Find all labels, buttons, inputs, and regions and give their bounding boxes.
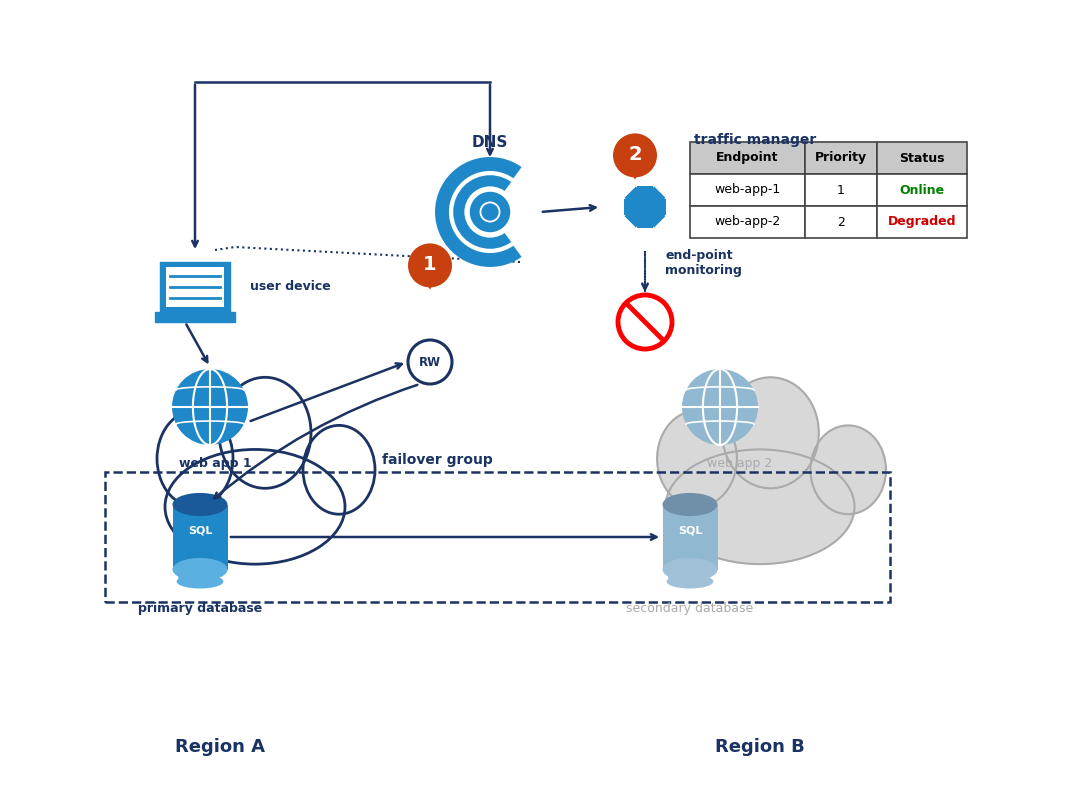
- Bar: [663, 504, 717, 569]
- Ellipse shape: [157, 411, 233, 507]
- Text: 2: 2: [837, 216, 845, 229]
- Bar: [806, 174, 877, 206]
- Text: Priority: Priority: [815, 152, 867, 164]
- Ellipse shape: [303, 425, 375, 514]
- Bar: [690, 142, 806, 174]
- Ellipse shape: [667, 574, 713, 589]
- Text: RW: RW: [419, 355, 441, 368]
- Text: primary database: primary database: [137, 602, 262, 615]
- Text: end-point
monitoring: end-point monitoring: [665, 249, 742, 277]
- Text: DNS: DNS: [472, 135, 508, 150]
- Text: SQL: SQL: [187, 525, 213, 536]
- Ellipse shape: [668, 572, 695, 584]
- Ellipse shape: [663, 493, 717, 516]
- Bar: [877, 142, 967, 174]
- Text: 2: 2: [628, 145, 642, 164]
- Bar: [155, 312, 235, 322]
- Text: user device: user device: [250, 281, 330, 294]
- Bar: [806, 206, 877, 238]
- Ellipse shape: [219, 377, 311, 488]
- Bar: [690, 174, 806, 206]
- Bar: [166, 267, 225, 307]
- Ellipse shape: [172, 558, 228, 581]
- Text: 1: 1: [837, 184, 845, 196]
- Ellipse shape: [723, 377, 819, 488]
- Text: traffic manager: traffic manager: [694, 133, 816, 147]
- Text: web app 2: web app 2: [707, 457, 773, 470]
- Text: secondary database: secondary database: [627, 602, 753, 615]
- Circle shape: [682, 369, 758, 445]
- Text: Region A: Region A: [175, 738, 265, 756]
- Text: web-app-1: web-app-1: [714, 184, 780, 196]
- Text: Region B: Region B: [715, 738, 804, 756]
- Polygon shape: [625, 187, 666, 228]
- Text: Status: Status: [899, 152, 945, 164]
- Polygon shape: [415, 265, 445, 290]
- Polygon shape: [637, 186, 653, 228]
- Circle shape: [408, 243, 452, 287]
- Ellipse shape: [666, 449, 855, 564]
- Text: Endpoint: Endpoint: [716, 152, 778, 164]
- Text: Online: Online: [899, 184, 945, 196]
- Ellipse shape: [172, 493, 228, 516]
- Bar: [160, 262, 230, 312]
- Circle shape: [618, 295, 673, 349]
- Text: SQL: SQL: [678, 525, 702, 536]
- Circle shape: [482, 204, 498, 221]
- Circle shape: [172, 369, 249, 445]
- Bar: [877, 174, 967, 206]
- Text: web-app-2: web-app-2: [714, 216, 780, 229]
- Text: 1: 1: [423, 255, 437, 273]
- Ellipse shape: [177, 574, 223, 589]
- Bar: [172, 504, 228, 569]
- Polygon shape: [623, 199, 666, 215]
- Circle shape: [408, 340, 452, 384]
- Text: failover group: failover group: [383, 453, 493, 467]
- Bar: [690, 206, 806, 238]
- Circle shape: [613, 133, 657, 177]
- Ellipse shape: [810, 425, 886, 514]
- Ellipse shape: [663, 558, 717, 581]
- Ellipse shape: [179, 572, 206, 584]
- Polygon shape: [625, 187, 666, 228]
- Ellipse shape: [657, 411, 737, 507]
- Bar: [105, 472, 891, 602]
- Text: web app 1: web app 1: [179, 457, 252, 470]
- Bar: [877, 206, 967, 238]
- Bar: [806, 142, 877, 174]
- Polygon shape: [620, 156, 650, 180]
- Ellipse shape: [165, 449, 346, 564]
- Text: Degraded: Degraded: [887, 216, 956, 229]
